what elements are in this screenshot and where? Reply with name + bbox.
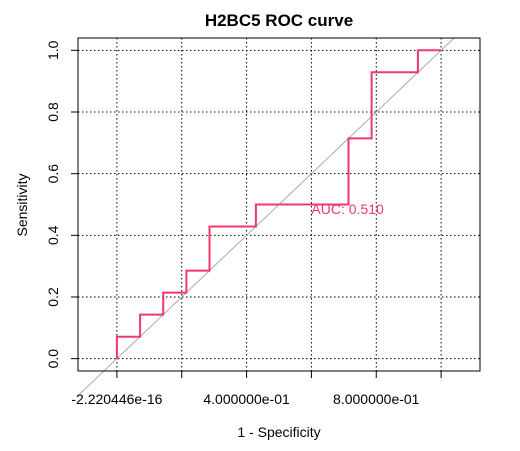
y-tick-label-2: 0.4 bbox=[45, 225, 61, 245]
x-axis-label: 1 - Specificity bbox=[237, 424, 320, 440]
y-tick-label-1: 0.2 bbox=[45, 287, 61, 307]
y-axis-label: Sensitivity bbox=[14, 173, 30, 236]
y-tick-label-5: 1.0 bbox=[45, 40, 61, 60]
roc-curve-line-0 bbox=[115, 49, 442, 359]
x-axis: -2.220446e-16 4.000000e-01 8.000000e-01 bbox=[71, 370, 442, 407]
auc-annotation: AUC: 0.510 bbox=[311, 201, 384, 217]
y-tick-label-0: 0.0 bbox=[45, 349, 61, 369]
roc-series bbox=[115, 49, 442, 359]
grid bbox=[78, 38, 480, 371]
x-tick-label-0: -2.220446e-16 bbox=[71, 391, 162, 407]
chart-title: H2BC5 ROC curve bbox=[205, 11, 353, 30]
x-tick-label-4: 8.000000e-01 bbox=[333, 391, 420, 407]
y-tick-label-4: 0.8 bbox=[45, 102, 61, 122]
x-tick-label-2: 4.000000e-01 bbox=[203, 391, 290, 407]
y-axis: 0.0 0.2 0.4 0.6 0.8 1.0 bbox=[45, 40, 79, 369]
y-tick-label-3: 0.6 bbox=[45, 164, 61, 184]
